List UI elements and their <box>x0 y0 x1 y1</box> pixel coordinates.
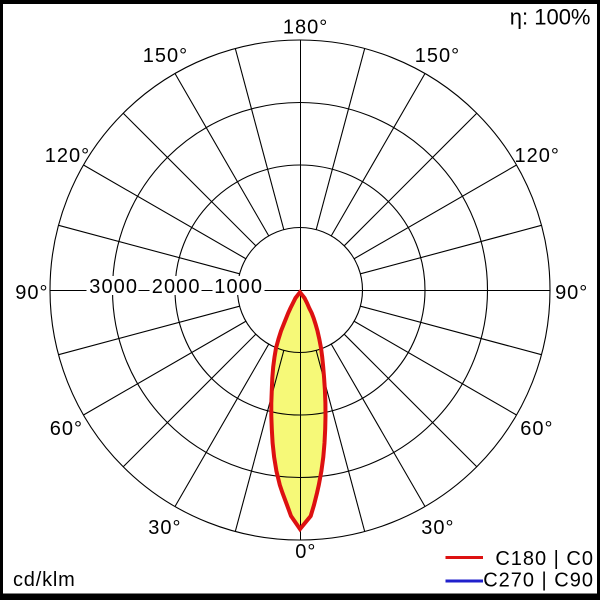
svg-text:180°: 180° <box>283 16 328 38</box>
svg-text:150°: 150° <box>415 45 460 67</box>
svg-text:cd/klm: cd/klm <box>13 569 76 591</box>
svg-text:3000: 3000 <box>89 276 138 298</box>
svg-text:C270 | C90: C270 | C90 <box>483 570 594 592</box>
svg-text:150°: 150° <box>143 45 188 67</box>
svg-text:η: 100%: η: 100% <box>510 5 591 30</box>
svg-text:90°: 90° <box>15 282 48 304</box>
svg-text:C180 | C0: C180 | C0 <box>495 548 594 570</box>
svg-text:30°: 30° <box>148 517 181 539</box>
svg-text:0°: 0° <box>295 541 316 563</box>
svg-text:2000: 2000 <box>152 276 201 298</box>
svg-text:1000: 1000 <box>214 276 263 298</box>
svg-text:30°: 30° <box>421 517 454 539</box>
svg-text:120°: 120° <box>45 145 90 167</box>
svg-text:60°: 60° <box>520 418 553 440</box>
svg-text:60°: 60° <box>50 418 83 440</box>
svg-text:120°: 120° <box>515 145 560 167</box>
svg-text:90°: 90° <box>555 282 588 304</box>
